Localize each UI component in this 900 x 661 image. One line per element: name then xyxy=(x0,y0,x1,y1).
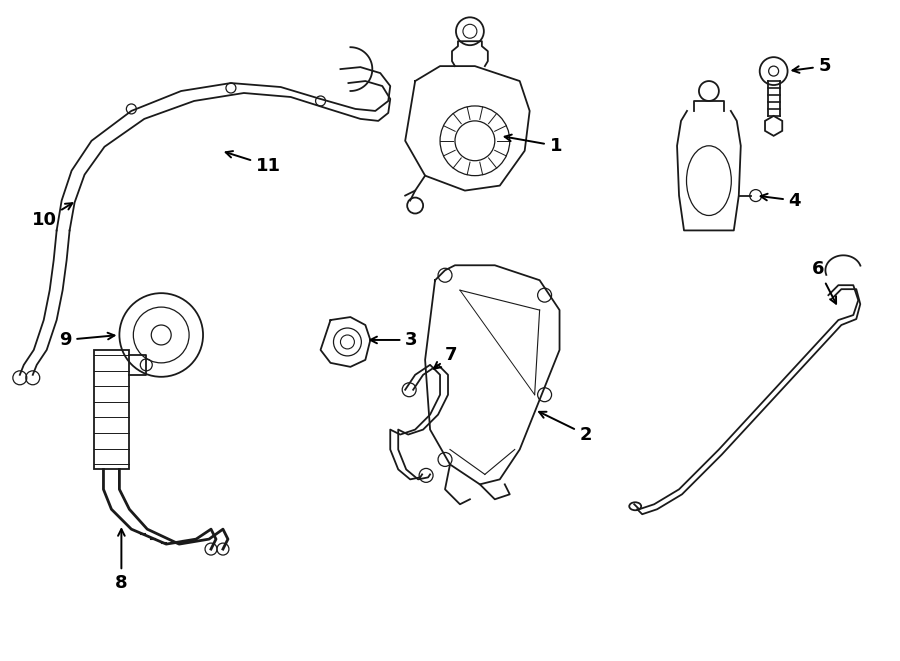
Text: 9: 9 xyxy=(59,331,114,349)
Text: 11: 11 xyxy=(226,151,281,175)
Bar xyxy=(94,350,130,469)
Text: 10: 10 xyxy=(32,203,72,229)
Text: 5: 5 xyxy=(793,57,831,75)
Text: 7: 7 xyxy=(434,346,457,369)
Text: 8: 8 xyxy=(115,529,128,592)
Text: 3: 3 xyxy=(370,331,418,349)
Text: 2: 2 xyxy=(539,412,592,444)
Text: 1: 1 xyxy=(505,135,562,155)
Text: 6: 6 xyxy=(812,260,836,303)
Text: 4: 4 xyxy=(760,192,801,210)
